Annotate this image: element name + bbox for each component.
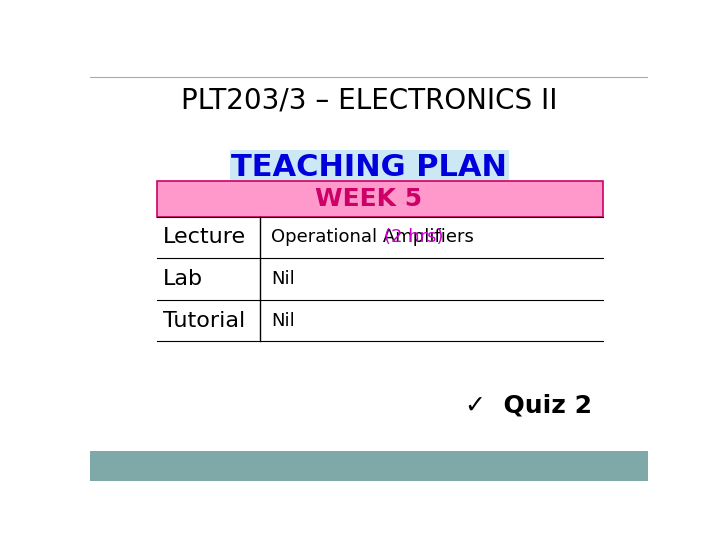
Text: ✓  Quiz 2: ✓ Quiz 2 — [465, 394, 593, 418]
Bar — [157, 181, 603, 217]
Text: TEACHING PLAN: TEACHING PLAN — [231, 153, 507, 182]
Text: PLT203/3 – ELECTRONICS II: PLT203/3 – ELECTRONICS II — [181, 86, 557, 114]
Bar — [230, 150, 508, 185]
Text: Tutorial: Tutorial — [163, 310, 245, 330]
Text: Lecture: Lecture — [163, 227, 246, 247]
Text: Lab: Lab — [163, 269, 202, 289]
Text: Operational Amplifiers: Operational Amplifiers — [271, 228, 480, 246]
Text: Nil: Nil — [271, 312, 295, 329]
Bar — [90, 451, 648, 481]
Text: (2 hrs): (2 hrs) — [384, 228, 444, 246]
Text: WEEK 5: WEEK 5 — [315, 187, 423, 211]
Text: Nil: Nil — [271, 270, 295, 288]
